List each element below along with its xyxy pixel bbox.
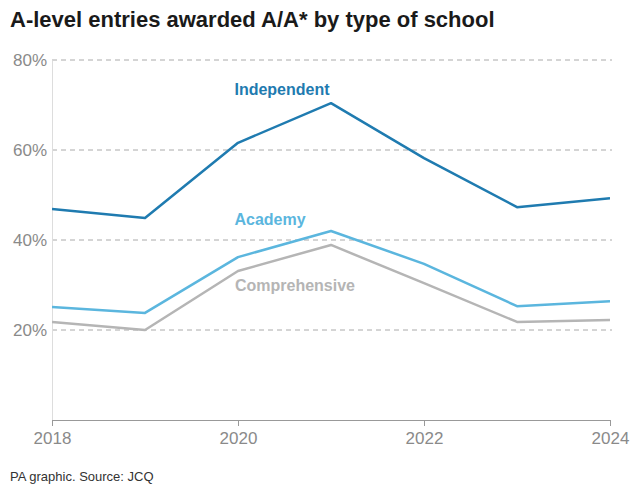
y-tick-label: 80% <box>13 51 47 70</box>
x-tick-mark <box>238 420 239 426</box>
series-line <box>52 231 610 313</box>
x-tick: 2020 <box>220 420 258 448</box>
y-axis: 20% 40% 60% 80% <box>13 51 53 421</box>
grid-line <box>52 150 612 151</box>
x-tick-label: 2018 <box>34 429 72 448</box>
x-tick-label: 2022 <box>406 429 444 448</box>
series-line <box>52 245 610 330</box>
lines <box>52 103 610 330</box>
grid-line <box>52 60 612 61</box>
x-tick: 2018 <box>34 420 72 448</box>
x-tick-mark <box>424 420 425 426</box>
series-label: Academy <box>234 211 305 228</box>
y-tick: 40% <box>13 231 52 250</box>
y-tick-label: 20% <box>13 321 47 340</box>
x-axis-line <box>53 420 611 421</box>
x-axis: 2018 2020 2022 2024 <box>34 420 630 448</box>
source: PA graphic. Source: JCQ <box>10 469 154 484</box>
series-label: Independent <box>234 81 330 98</box>
x-tick: 2024 <box>592 420 630 448</box>
y-axis-line <box>52 61 53 421</box>
y-tick-label: 40% <box>13 231 47 250</box>
chart: A-level entries awarded A/A* by type of … <box>0 0 640 490</box>
x-tick-label: 2024 <box>592 429 630 448</box>
x-tick-mark <box>52 420 53 426</box>
y-tick: 80% <box>13 51 52 70</box>
grid-line <box>52 240 612 241</box>
x-tick-label: 2020 <box>220 429 258 448</box>
series-line <box>52 103 610 218</box>
series-label: Comprehensive <box>235 277 355 294</box>
grid <box>52 60 612 330</box>
x-tick-mark <box>610 420 611 426</box>
series-labels: Independent Academy Comprehensive <box>234 81 355 294</box>
y-tick: 20% <box>13 321 52 340</box>
title: A-level entries awarded A/A* by type of … <box>10 7 495 32</box>
y-tick-label: 60% <box>13 141 47 160</box>
x-tick: 2022 <box>406 420 444 448</box>
y-tick: 60% <box>13 141 52 160</box>
